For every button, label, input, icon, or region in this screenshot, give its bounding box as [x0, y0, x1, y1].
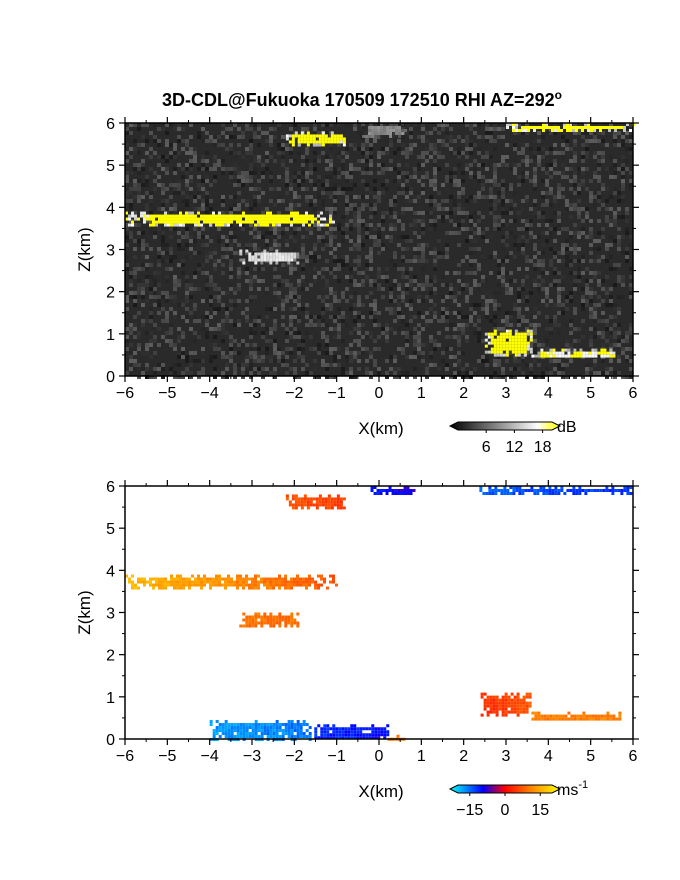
colorbar-tick-label: 15 — [531, 802, 549, 819]
y-tick-label: 6 — [106, 116, 115, 133]
x-tick-label: −1 — [328, 385, 346, 402]
y-tick-label: 3 — [106, 606, 115, 623]
x-tick-label: −6 — [116, 748, 134, 765]
x-tick-label: 4 — [544, 748, 553, 765]
x-tick-label: 2 — [459, 748, 468, 765]
x-tick-label: −2 — [285, 748, 303, 765]
echo-layer-4 — [531, 348, 616, 358]
colorbar-tick-label: −15 — [456, 802, 483, 819]
echo-layer-0 — [125, 211, 335, 227]
figure-title: 3D-CDL@Fukuoka 170509 172510 RHI AZ=292o — [162, 88, 562, 110]
colorbar-tick-label: 12 — [506, 439, 524, 456]
echo-layer-6 — [479, 486, 633, 495]
colorbar: 6 12 18 dB — [448, 419, 577, 456]
y-tick-label: 2 — [106, 285, 115, 302]
colorbar-tick-label: 6 — [482, 439, 491, 456]
x-tick-label: 0 — [375, 385, 384, 402]
colorbar-unit: ms-1 — [557, 779, 588, 799]
x-tick-label: 6 — [629, 385, 638, 402]
echo-layer-1 — [285, 494, 346, 510]
x-tick-label: 3 — [502, 748, 511, 765]
x-tick-label: 0 — [375, 748, 384, 765]
x-tick-label: 6 — [629, 748, 638, 765]
y-tick-label: 3 — [106, 243, 115, 260]
echo-layer-1 — [285, 131, 346, 147]
x-tick-label: 5 — [586, 385, 595, 402]
y-tick-label: 6 — [106, 479, 115, 496]
colorbar: −15 0 15 ms-1 — [448, 779, 588, 819]
colorbar-tick-label: 18 — [534, 439, 552, 456]
x-tick-label: 2 — [459, 385, 468, 402]
echo-layer-5 — [370, 486, 416, 495]
x-tick-label: 3 — [502, 385, 511, 402]
colorbar-unit-exponent: -1 — [578, 779, 588, 791]
echo-layer-0 — [125, 574, 338, 590]
echo-layer-2 — [239, 249, 300, 265]
x-tick-label: 1 — [417, 748, 426, 765]
colorbar-bar — [448, 421, 562, 431]
x-tick-label: −5 — [158, 748, 176, 765]
velocity-panel: −6 −5 −4 −3 −2 −1 0 1 2 3 4 5 6 0 1 2 3 4 5 6 X(km) Z(km) −15 0… — [75, 479, 639, 819]
x-tick-label: −6 — [116, 385, 134, 402]
x-tick-label: −5 — [158, 385, 176, 402]
colorbar-tick-label: 0 — [501, 802, 510, 819]
y-tick-label: 1 — [106, 327, 115, 344]
x-axis-label: X(km) — [358, 419, 403, 438]
plot-area — [125, 486, 633, 739]
y-tick-label: 5 — [106, 521, 115, 538]
noise-texture — [125, 123, 633, 379]
x-tick-label: −4 — [201, 385, 219, 402]
echo-layer-6 — [362, 123, 408, 138]
y-tick-label: 2 — [106, 648, 115, 665]
echo-layer-3 — [480, 692, 532, 717]
x-axis-label: X(km) — [358, 782, 403, 801]
x-tick-label: −3 — [243, 385, 261, 402]
echo-layer-9 — [209, 720, 312, 742]
x-tick-label: −1 — [328, 748, 346, 765]
echo-layer-4 — [531, 711, 622, 721]
x-tick-label: 1 — [417, 385, 426, 402]
x-tick-label: −3 — [243, 748, 261, 765]
echo-layer-7 — [314, 724, 390, 740]
x-tick-label: 4 — [544, 385, 553, 402]
y-tick-label: 5 — [106, 158, 115, 175]
echo-layer-3 — [484, 329, 533, 357]
y-tick-label: 4 — [106, 200, 115, 217]
y-tick-label: 0 — [106, 369, 115, 386]
y-tick-label: 1 — [106, 690, 115, 707]
title-degree: o — [555, 88, 562, 102]
x-tick-label: 5 — [586, 748, 595, 765]
y-axis-label: Z(km) — [75, 590, 94, 634]
colorbar-unit: dB — [557, 419, 577, 436]
x-tick-label: −4 — [201, 748, 219, 765]
colorbar-bar — [448, 784, 562, 794]
echo-layer-2 — [239, 612, 300, 628]
y-tick-label: 0 — [106, 732, 115, 749]
y-axis-label: Z(km) — [75, 227, 94, 271]
x-tick-label: −2 — [285, 385, 303, 402]
y-tick-label: 4 — [106, 563, 115, 580]
